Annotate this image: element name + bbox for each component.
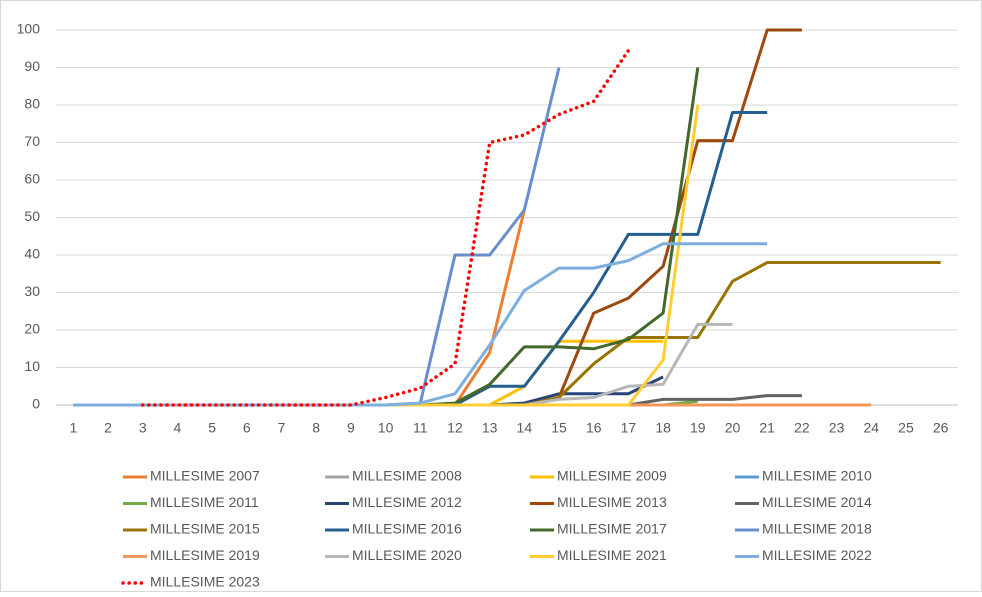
legend-label: MILLESIME 2011 [150, 494, 259, 510]
legend-label: MILLESIME 2018 [762, 521, 872, 537]
x-tick-label: 9 [347, 420, 355, 436]
legend-label: MILLESIME 2020 [352, 547, 462, 563]
legend-label: MILLESIME 2016 [352, 521, 462, 537]
y-tick-label: 50 [24, 208, 40, 224]
x-tick-label: 19 [690, 420, 706, 436]
legend-label: MILLESIME 2021 [557, 547, 667, 563]
x-tick-label: 5 [208, 420, 216, 436]
x-tick-label: 26 [933, 420, 949, 436]
x-tick-label: 6 [243, 420, 251, 436]
y-tick-label: 10 [24, 358, 40, 374]
legend-label: MILLESIME 2023 [150, 574, 260, 590]
x-tick-label: 17 [621, 420, 637, 436]
legend-label: MILLESIME 2022 [762, 547, 872, 563]
x-tick-label: 18 [655, 420, 671, 436]
legend-label: MILLESIME 2014 [762, 494, 872, 510]
x-tick-label: 25 [898, 420, 914, 436]
x-tick-label: 24 [863, 420, 879, 436]
y-tick-label: 30 [24, 283, 40, 299]
legend-label: MILLESIME 2009 [557, 468, 667, 484]
x-tick-label: 16 [586, 420, 602, 436]
legend-label: MILLESIME 2015 [150, 521, 260, 537]
x-tick-label: 2 [104, 420, 112, 436]
x-tick-label: 15 [551, 420, 567, 436]
x-tick-label: 12 [447, 420, 463, 436]
y-tick-label: 60 [24, 171, 40, 187]
legend-label: MILLESIME 2008 [352, 468, 462, 484]
x-tick-label: 3 [139, 420, 147, 436]
legend-label: MILLESIME 2017 [557, 521, 667, 537]
x-tick-label: 4 [174, 420, 182, 436]
x-tick-label: 22 [794, 420, 810, 436]
y-tick-label: 80 [24, 96, 40, 112]
legend-label: MILLESIME 2012 [352, 494, 462, 510]
x-tick-label: 8 [312, 420, 320, 436]
y-tick-label: 90 [24, 58, 40, 74]
legend-label: MILLESIME 2007 [150, 468, 260, 484]
x-tick-label: 20 [725, 420, 741, 436]
y-tick-label: 100 [17, 21, 41, 37]
legend-label: MILLESIME 2013 [557, 494, 667, 510]
y-tick-label: 40 [24, 246, 40, 262]
x-tick-label: 11 [413, 420, 428, 436]
x-tick-label: 14 [517, 420, 533, 436]
y-tick-label: 70 [24, 133, 40, 149]
legend-label: MILLESIME 2010 [762, 468, 872, 484]
x-tick-label: 7 [278, 420, 286, 436]
series-line [73, 242, 768, 407]
x-tick-label: 13 [482, 420, 498, 436]
y-tick-label: 20 [24, 321, 40, 337]
series-line [140, 48, 631, 407]
x-tick-label: 10 [378, 420, 394, 436]
x-tick-label: 1 [69, 420, 77, 436]
legend-label: MILLESIME 2019 [150, 547, 260, 563]
x-tick-label: 21 [759, 420, 775, 436]
x-tick-label: 23 [829, 420, 845, 436]
y-tick-label: 0 [32, 396, 40, 412]
